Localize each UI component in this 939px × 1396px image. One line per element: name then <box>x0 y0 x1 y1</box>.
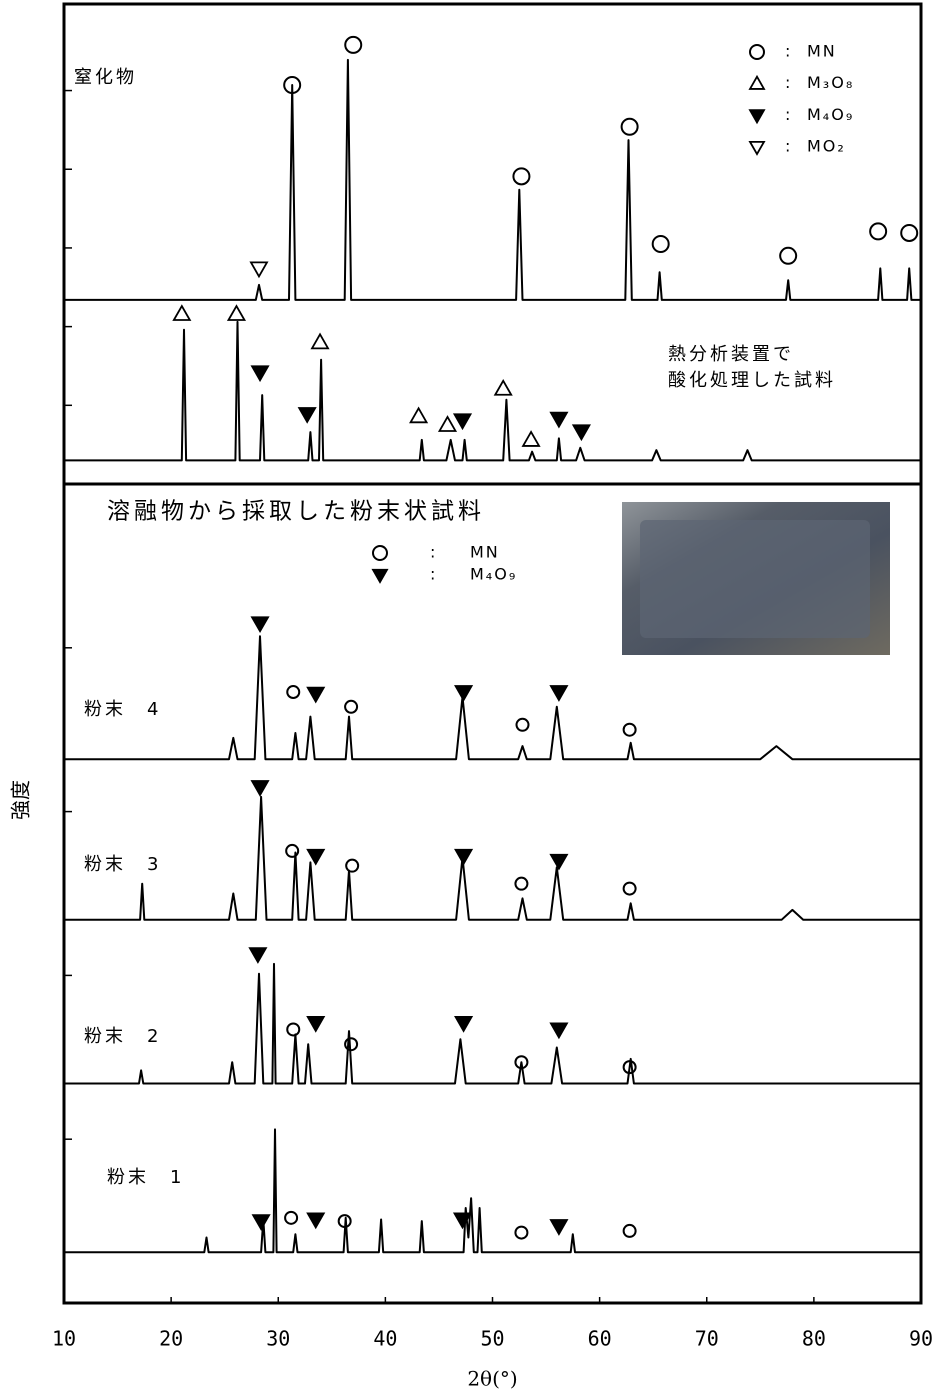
peak-marker <box>411 408 427 422</box>
peak-marker <box>495 381 511 395</box>
legend-separator: : <box>785 137 790 156</box>
peak-marker <box>250 948 266 962</box>
peak-marker <box>287 1023 299 1035</box>
peak-marker <box>308 1213 324 1227</box>
legend-symbol <box>750 110 764 122</box>
peak-marker <box>228 306 244 320</box>
peak-marker <box>551 413 567 427</box>
peak-marker <box>345 1038 357 1050</box>
series-label: 粉末 3 <box>84 854 161 875</box>
peak-marker <box>456 850 472 864</box>
pattern-line <box>64 322 921 461</box>
series-label: 粉末 4 <box>84 699 161 720</box>
pattern-line <box>64 1129 921 1252</box>
peak-marker <box>253 1215 269 1229</box>
peak-marker <box>515 1227 527 1239</box>
peak-marker <box>252 781 268 795</box>
x-tick-label: 10 <box>52 1327 76 1351</box>
peak-marker <box>551 1023 567 1037</box>
peak-marker <box>251 262 267 276</box>
x-tick-label: 60 <box>588 1327 612 1351</box>
peak-marker <box>455 414 471 428</box>
x-tick-label: 90 <box>909 1327 933 1351</box>
peak-marker <box>624 1225 636 1237</box>
peak-marker <box>285 1212 297 1224</box>
sample-photo-tray <box>640 520 870 638</box>
peak-marker <box>308 688 324 702</box>
peak-marker <box>624 883 636 895</box>
legend-separator: : <box>785 73 790 92</box>
peak-marker <box>174 306 190 320</box>
series-label: 粉末 1 <box>107 1167 184 1188</box>
x-axis-label: 2θ(°) <box>467 1367 517 1391</box>
peak-marker <box>780 248 796 264</box>
peak-marker <box>653 236 669 252</box>
y-axis-label: 強度 <box>9 780 33 820</box>
legend-symbol <box>750 45 764 59</box>
peak-marker <box>308 1017 324 1031</box>
peak-marker <box>622 119 638 135</box>
peak-marker <box>516 719 528 731</box>
series-label: 粉末 2 <box>84 1026 161 1047</box>
peak-marker <box>456 686 472 700</box>
peak-marker <box>624 724 636 736</box>
peak-marker <box>252 366 268 380</box>
x-tick-label: 30 <box>266 1327 290 1351</box>
peak-marker <box>513 168 529 184</box>
legend-symbol <box>373 546 387 560</box>
chart: 窒化物熱分析装置で酸化処理した試料: MN: M₃O₈: M₄O₉: MO₂ 10 20 30… <box>0 0 939 1396</box>
peak-marker <box>456 1017 472 1031</box>
legend-separator: : <box>785 42 790 61</box>
series-label: 熱分析装置で <box>668 344 794 365</box>
peak-marker <box>551 1220 567 1234</box>
peak-marker <box>551 855 567 869</box>
pattern-line <box>64 60 921 300</box>
legend-label: M₃O₈ <box>807 73 854 92</box>
peak-marker <box>299 408 315 422</box>
series-label: 酸化処理した試料 <box>668 370 836 391</box>
legend-label: M₄O₉ <box>807 105 854 124</box>
legend-label: M₄O₉ <box>470 565 517 584</box>
pattern-line <box>64 797 921 920</box>
peak-marker <box>440 417 456 431</box>
x-tick-label: 80 <box>802 1327 826 1351</box>
pattern-line <box>64 964 921 1084</box>
x-tick-label: 70 <box>695 1327 719 1351</box>
peak-marker <box>252 617 268 631</box>
legend-symbol <box>373 570 387 582</box>
peak-marker <box>346 860 358 872</box>
peak-marker <box>573 425 589 439</box>
peak-marker <box>901 225 917 241</box>
legend-separator: : <box>430 565 435 584</box>
plot-frame <box>64 4 921 484</box>
legend-symbol <box>750 77 764 89</box>
legend-label: MN <box>807 42 837 61</box>
page: 窒化物熱分析装置で酸化処理した試料: MN: M₃O₈: M₄O₉: MO₂ 10 20 30… <box>0 0 939 1396</box>
legend-label: MN <box>470 543 500 562</box>
legend-separator: : <box>430 543 435 562</box>
legend-separator: : <box>785 105 790 124</box>
legend-symbol <box>750 142 764 154</box>
legend-label: MO₂ <box>807 137 846 156</box>
x-tick-label: 20 <box>159 1327 183 1351</box>
panel-title: 溶融物から採取した粉末状試料 <box>107 499 485 525</box>
x-tick-label: 50 <box>480 1327 504 1351</box>
peak-marker <box>551 686 567 700</box>
peak-marker <box>286 845 298 857</box>
peak-marker <box>287 686 299 698</box>
x-tick-label: 40 <box>373 1327 397 1351</box>
peak-marker <box>345 37 361 53</box>
peak-marker <box>523 432 539 446</box>
peak-marker <box>345 701 357 713</box>
peak-marker <box>515 878 527 890</box>
peak-marker <box>312 334 328 348</box>
series-label: 窒化物 <box>74 67 137 88</box>
peak-marker <box>870 223 886 239</box>
